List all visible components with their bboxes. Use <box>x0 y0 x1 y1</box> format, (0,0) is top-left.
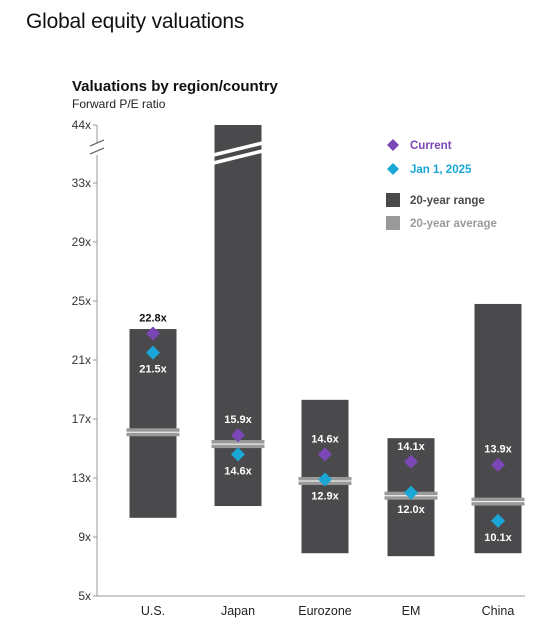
y-tick-label: 29x <box>72 235 91 249</box>
jan-2025-marker-0 <box>146 345 160 360</box>
x-category-label-4: China <box>482 604 515 618</box>
y-tick-label: 17x <box>72 412 91 426</box>
current-value-label-1: 15.9x <box>224 414 252 426</box>
x-category-label-2: Eurozone <box>298 604 352 618</box>
data-labels: 22.8x 21.5x U.S. 15.9x 14.6x Japan 14.6x 12.9x E… <box>139 312 514 618</box>
current-value-label-4: 13.9x <box>484 444 512 456</box>
legend: Current Jan 1, 2025 20-year range 20-year a… <box>386 139 497 230</box>
jan-2025-marker-2 <box>318 472 332 487</box>
jan-2025-marker-3 <box>404 485 418 500</box>
legend-jan-2025-label: Jan 1, 2025 <box>410 164 472 176</box>
current-marker-2 <box>318 447 332 462</box>
legend-average-label: 20-year average <box>410 218 497 230</box>
jan-2025-marker-1 <box>231 447 245 462</box>
current-marker-4 <box>491 457 505 472</box>
legend-current-label: Current <box>410 140 452 152</box>
jan-2025-value-label-4: 10.1x <box>484 532 512 544</box>
jan-2025-value-label-1: 14.6x <box>224 465 252 477</box>
current-value-label-2: 14.6x <box>311 433 339 445</box>
y-tick-label: 9x <box>78 530 91 544</box>
y-axis: 5x 9x 13x 17x 21x 25x 29x 33x 44x <box>72 118 525 603</box>
current-marker-3 <box>404 454 418 469</box>
legend-range-label: 20-year range <box>410 195 485 207</box>
range-bar-0 <box>129 329 177 518</box>
x-category-label-1: Japan <box>221 604 255 618</box>
current-value-label-0: 22.8x <box>139 312 167 324</box>
y-tick-label: 25x <box>72 294 91 308</box>
bars <box>126 125 525 557</box>
y-tick-label: 13x <box>72 471 91 485</box>
current-marker-1 <box>231 428 245 443</box>
legend-range-swatch <box>386 193 400 207</box>
page-title: Global equity valuations <box>26 10 245 33</box>
legend-average-swatch <box>386 216 400 230</box>
axis-break-mark <box>89 139 105 147</box>
axis-break-mark <box>89 147 105 155</box>
jan-2025-value-label-3: 12.0x <box>397 504 425 516</box>
range-bar-4 <box>474 303 522 554</box>
y-tick-label: 33x <box>72 176 91 190</box>
y-tick-label: 21x <box>72 353 91 367</box>
legend-jan-2025-swatch <box>387 163 399 175</box>
current-value-label-3: 14.1x <box>397 441 425 453</box>
legend-current-swatch <box>387 139 399 151</box>
y-tick-label: 44x <box>72 118 91 132</box>
y-tick-label: 5x <box>78 589 91 603</box>
x-category-label-0: U.S. <box>141 604 165 618</box>
chart-subtitle: Forward P/E ratio <box>72 97 166 111</box>
chart-title: Valuations by region/country <box>72 78 279 95</box>
bar-break-mark <box>213 141 263 157</box>
x-category-label-3: EM <box>402 604 421 618</box>
current-marker-0 <box>146 326 160 341</box>
jan-2025-marker-4 <box>491 513 505 528</box>
bar-break-mark <box>213 149 263 165</box>
jan-2025-value-label-2: 12.9x <box>311 490 339 502</box>
jan-2025-value-label-0: 21.5x <box>139 364 167 376</box>
